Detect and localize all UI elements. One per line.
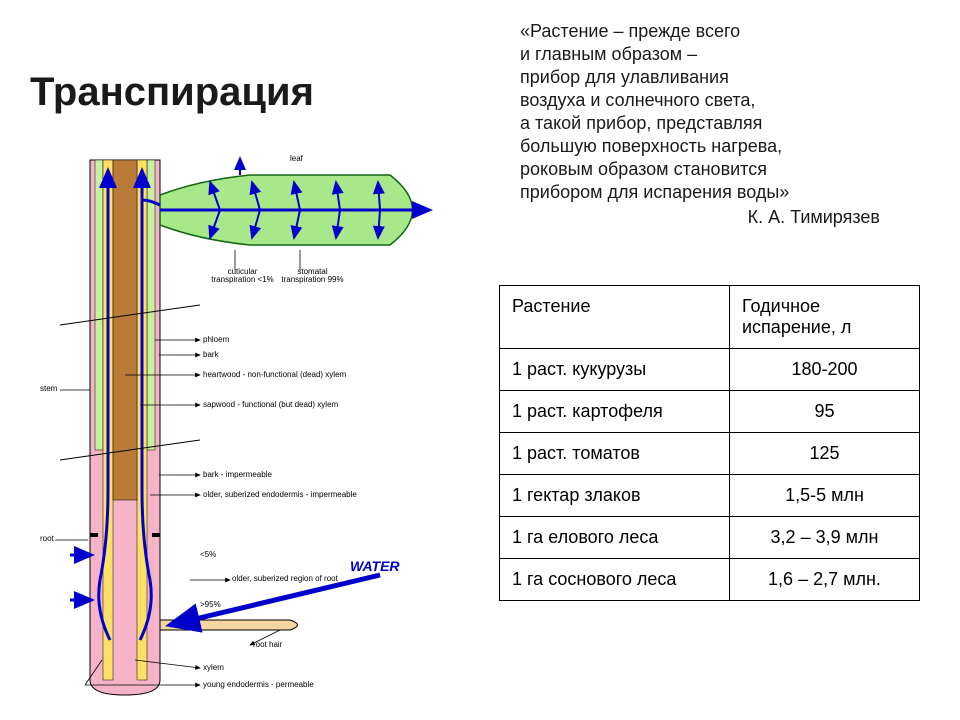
quote-line: прибор для улавливания — [520, 66, 920, 89]
quote-line: воздуха и солнечного света, — [520, 89, 920, 112]
lt5-label: <5% — [200, 550, 216, 559]
quote-line: а такой прибор, представляя — [520, 112, 920, 135]
leaf-label: leaf — [290, 154, 303, 163]
table-row: 1 га елового леса3,2 – 3,9 млн — [500, 517, 920, 559]
gt95-label: >95% — [200, 600, 221, 609]
table-row: 1 раст. кукурузы180-200 — [500, 349, 920, 391]
young-endodermis-label: young endodermis - permeable — [203, 680, 314, 689]
table-header: Годичное испарение, л — [730, 286, 920, 349]
cuticular-label: cuticular transpiration <1% — [210, 268, 275, 285]
quote-author: К. А. Тимирязев — [520, 206, 920, 229]
older-endodermis-label: older, suberized endodermis - impermeabl… — [203, 490, 357, 499]
bark-label: bark — [203, 350, 219, 359]
stem-label: stem — [40, 384, 57, 393]
water-label: WATER — [350, 558, 400, 574]
older-region-label: older, suberized region of root — [232, 574, 338, 583]
quote-line: «Растение – прежде всего — [520, 20, 920, 43]
table-row: 1 га соснового леса1,6 – 2,7 млн. — [500, 559, 920, 601]
quote-line: и главным образом – — [520, 43, 920, 66]
heartwood-label: heartwood - non-functional (dead) xylem — [203, 370, 346, 379]
quote-line: прибором для испарения воды» — [520, 181, 920, 204]
phloem-label: phloem — [203, 335, 229, 344]
transpiration-diagram: leaf cuticular transpiration <1% stomata… — [40, 140, 440, 700]
root-label: root — [40, 534, 54, 543]
quote-block: «Растение – прежде всего и главным образ… — [520, 20, 920, 229]
evaporation-table: Растение Годичное испарение, л 1 раст. к… — [499, 285, 920, 601]
table-header: Растение — [500, 286, 730, 349]
table-row: 1 раст. картофеля95 — [500, 391, 920, 433]
stomatal-label: stomatal transpiration 99% — [280, 268, 345, 285]
leaf-shape — [160, 158, 430, 245]
sapwood-label: sapwood - functional (but dead) xylem — [203, 400, 338, 409]
quote-line: роковым образом становится — [520, 158, 920, 181]
xylem-label: xylem — [203, 663, 224, 672]
quote-line: большую поверхность нагрева, — [520, 135, 920, 158]
table-header-row: Растение Годичное испарение, л — [500, 286, 920, 349]
bark-impermeable-label: bark - impermeable — [203, 470, 272, 479]
table-row: 1 гектар злаков1,5-5 млн — [500, 475, 920, 517]
page-title: Транспирация — [30, 70, 314, 115]
root-hair-label: root hair — [253, 640, 282, 649]
table-row: 1 раст. томатов125 — [500, 433, 920, 475]
